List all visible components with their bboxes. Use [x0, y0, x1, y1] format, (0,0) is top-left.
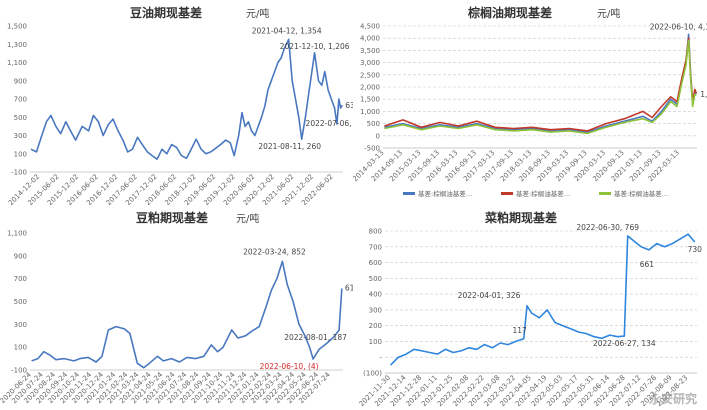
y-tick-label: 3,000 — [360, 59, 380, 67]
y-tick-label: 300 — [14, 132, 27, 140]
y-tick-label: 0 — [376, 132, 380, 140]
chart-title: 豆粕期现基差 — [136, 210, 208, 225]
y-tick-label: 2,000 — [360, 84, 380, 92]
legend-entry: 基差:棕榈油基差… — [418, 189, 472, 198]
y-tick-label: - — [379, 354, 382, 362]
legend-swatch — [501, 192, 513, 195]
palm-oil-basis-svg: 棕榈油期现基差 元/吨 -500 0 500 1,000 1,500 2,000 2,500… — [353, 5, 707, 198]
y-tick-label: 900 — [14, 252, 27, 260]
y-tick-label: 500 — [369, 275, 382, 283]
soybean-meal-basis-svg: 豆粕期现基差 元/吨 -1001003005007009001,1002020-… — [0, 210, 353, 405]
y-tick-label: 1,000 — [360, 108, 380, 116]
series-line — [384, 39, 697, 135]
y-tick-label: 500 — [14, 298, 27, 306]
data-label: 2022-06-30, 769 — [576, 223, 639, 232]
y-tick-label: 700 — [14, 275, 27, 283]
chart-unit: 元/吨 — [246, 7, 269, 20]
y-tick-label: 100 — [14, 150, 27, 158]
y-tick-label: (100) — [363, 370, 382, 378]
legend-swatch — [599, 192, 611, 195]
y-tick-label: 900 — [14, 77, 27, 85]
y-tick-label: 1,300 — [7, 41, 27, 49]
y-tick-label: 100 — [14, 344, 27, 352]
series-line — [30, 38, 343, 160]
y-tick-label: 700 — [14, 96, 27, 104]
y-tick-label: 800 — [369, 228, 382, 236]
chart-title: 棕榈油期现基差 — [467, 5, 552, 20]
soybean-meal-basis-chart: 豆粕期现基差 元/吨 -100 100 300 500 700 900 1,100 2020-… — [0, 205, 353, 410]
data-label: 661 — [640, 260, 655, 269]
y-tick-label: 100 — [369, 338, 382, 346]
series-line — [390, 233, 696, 366]
y-tick-label: 1,100 — [7, 230, 27, 238]
y-tick-label: 2,500 — [360, 71, 380, 79]
y-tick-label: 1,500 — [360, 96, 380, 104]
data-label: 117 — [513, 326, 528, 335]
data-label: 2022-07-06, 426 — [306, 119, 353, 128]
data-label: 2021-08-11, 260 — [258, 142, 321, 151]
data-label: 730 — [688, 245, 703, 254]
palm-oil-basis-chart: 棕榈油期现基差 元/吨 -500 0 500 1,000 1,500 2,000 2,500… — [353, 0, 707, 205]
y-tick-label: 3,500 — [360, 47, 380, 55]
y-tick-label: 1,100 — [7, 59, 27, 67]
y-tick-label: -100 — [11, 169, 27, 177]
chart-title: 菜粕期现基差 — [484, 210, 557, 225]
y-tick-label: 300 — [14, 321, 27, 329]
y-tick-label: 4,000 — [360, 35, 380, 43]
legend-swatch — [403, 192, 415, 195]
soybean-oil-basis-chart: 豆油期现基差 元/吨 -100 100 300 500 700 900 1,100 1,300… — [0, 0, 353, 205]
chart-unit: 元/吨 — [236, 212, 259, 225]
data-label: 1,712 — [700, 90, 707, 99]
data-label: 2022-03-24, 852 — [243, 247, 306, 256]
y-tick-label: 1,500 — [7, 23, 27, 31]
data-label: 614 — [345, 283, 353, 292]
y-tick-label: 500 — [367, 120, 380, 128]
data-label: 2022-06-10, 4,158 — [650, 22, 707, 31]
data-label: 2022-08-01, 187 — [284, 333, 347, 342]
y-tick-label: 300 — [369, 306, 382, 314]
data-label: 2022-06-27, 134 — [593, 339, 656, 348]
series-line — [384, 33, 697, 133]
y-tick-label: 200 — [369, 322, 382, 330]
soybean-oil-basis-svg: 豆油期现基差 元/吨 -100 100 300 500 700 900 1,100 1,300… — [7, 5, 353, 205]
watermark: 永安研究 — [648, 392, 697, 406]
data-label: 2022-04-01, 326 — [458, 291, 521, 300]
series-line — [384, 37, 698, 132]
chart-title: 豆油期现基差 — [130, 5, 202, 20]
y-tick-label: 600 — [369, 259, 382, 267]
data-label: 2021-12-10, 1,206 — [280, 42, 350, 51]
data-label: 632 — [345, 101, 353, 110]
legend-entry: 基差:棕榈油基差… — [614, 189, 668, 198]
legend-entry: 基差:棕榈油基差… — [516, 189, 570, 198]
rapeseed-meal-basis-svg: 菜粕期现基差 (100) - 100 200 300 400 500 600 700 800 202… — [358, 210, 703, 408]
y-tick-label: -100 — [11, 367, 27, 375]
data-label: 2021-04-12, 1,354 — [252, 26, 322, 35]
y-tick-label: -500 — [364, 145, 380, 153]
y-tick-label: 700 — [369, 243, 382, 251]
series-line — [31, 260, 343, 369]
y-tick-label: 400 — [369, 291, 382, 299]
y-tick-label: 500 — [14, 114, 27, 122]
data-label: 2022-06-10, (4) — [260, 362, 319, 371]
rapeseed-meal-basis-chart: 菜粕期现基差 (100) - 100 200 300 400 500 600 700 800 202… — [353, 205, 707, 410]
y-tick-label: 4,500 — [360, 23, 380, 31]
chart-unit: 元/吨 — [597, 7, 620, 20]
